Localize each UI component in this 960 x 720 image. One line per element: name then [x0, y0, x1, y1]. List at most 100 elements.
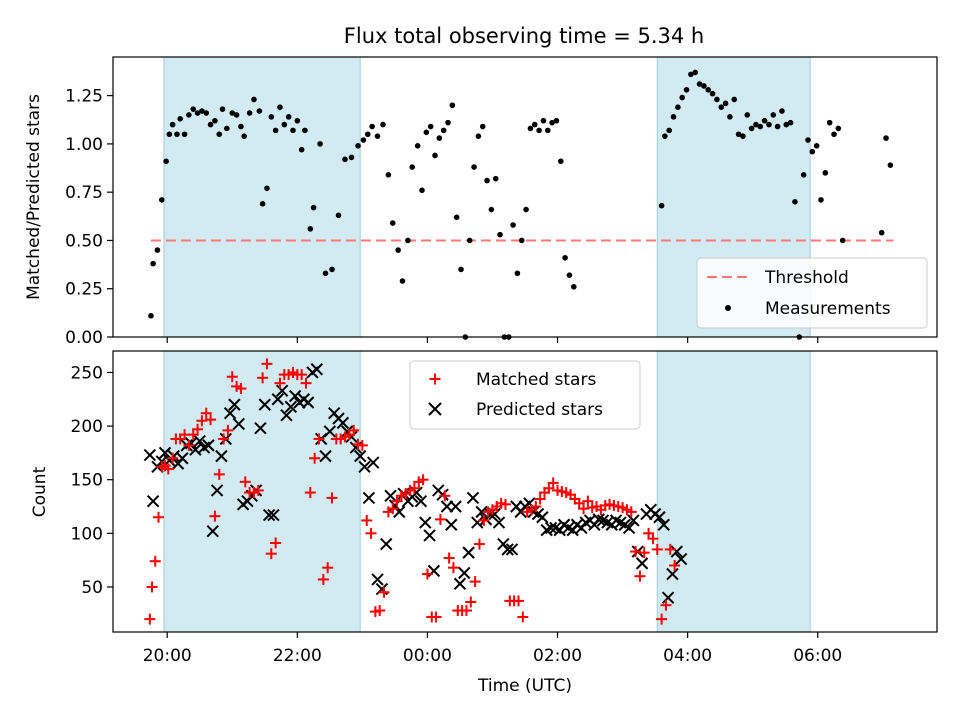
measurement-point	[194, 110, 201, 116]
measurement-point	[259, 200, 266, 207]
measurement-point	[272, 127, 279, 134]
predicted-point	[371, 573, 384, 586]
predicted-point	[262, 508, 276, 522]
measurement-point	[831, 131, 837, 138]
measurement-point	[805, 137, 811, 143]
measurement-point	[405, 237, 411, 244]
measurement-point	[475, 133, 482, 139]
matched-point	[213, 468, 225, 480]
measurement-point	[566, 272, 573, 279]
measurement-point	[557, 158, 564, 165]
matched-point	[146, 581, 158, 593]
matched-point	[261, 358, 273, 370]
measurement-point	[683, 87, 690, 93]
matched-point	[167, 452, 179, 464]
measurement-point	[432, 152, 438, 159]
measurement-point	[348, 154, 355, 161]
matched-point	[265, 548, 277, 560]
top-y-tick-label: 1.00	[65, 135, 103, 155]
measurement-point	[727, 114, 733, 120]
matched-point	[656, 613, 668, 625]
x-tick-label: 20:00	[143, 646, 192, 666]
measurement-point	[181, 131, 188, 138]
measurement-point	[553, 117, 560, 124]
measurement-point	[290, 127, 296, 134]
matched-point	[162, 463, 174, 475]
measurement-point	[835, 125, 842, 132]
matched-point	[235, 383, 247, 395]
predicted-point	[592, 513, 605, 526]
measurement-point	[169, 121, 176, 128]
predicted-point	[202, 439, 215, 452]
measurement-point	[302, 127, 308, 134]
bottom-shaded-bands	[163, 350, 811, 633]
measurement-point	[216, 131, 223, 138]
measurement-point	[150, 260, 156, 267]
predicted-point	[653, 511, 666, 524]
matched-point	[517, 611, 529, 623]
matched-point	[439, 490, 451, 502]
measurement-point	[310, 204, 317, 211]
predicted-point	[301, 396, 315, 409]
measurement-point	[531, 121, 538, 128]
predicted-point	[492, 516, 506, 529]
measurement-point	[549, 119, 555, 126]
predicted-point	[323, 425, 337, 438]
matched-point	[153, 511, 165, 523]
measurement-point	[662, 133, 668, 139]
predicted-point	[206, 524, 219, 538]
measurement-point	[670, 114, 677, 120]
measurement-point	[658, 202, 665, 209]
measurement-point	[154, 247, 161, 253]
measurement-point	[479, 123, 486, 130]
predicted-point	[284, 400, 298, 413]
predicted-point	[661, 591, 675, 604]
x-tick-label: 06:00	[793, 646, 842, 666]
matched-point	[322, 562, 334, 574]
matched-point	[326, 492, 338, 504]
measurement-point	[701, 83, 707, 89]
measurement-point	[203, 110, 210, 116]
measurement-point	[688, 71, 694, 78]
bottom-y-tick-label: 150	[71, 471, 103, 491]
matched-point	[387, 503, 399, 515]
measurement-point	[887, 162, 894, 168]
matched-point	[638, 547, 650, 559]
top-legend: Threshold Measurements	[696, 257, 928, 329]
predicted-point	[271, 393, 285, 406]
measurement-point	[744, 112, 751, 118]
bottom-plot-frame	[112, 350, 938, 633]
matched-point	[434, 513, 446, 525]
measurement-point	[369, 123, 375, 130]
measurement-point	[423, 129, 430, 136]
matched-point	[651, 543, 663, 555]
measurement-point	[335, 212, 342, 219]
measurement-point	[360, 137, 367, 143]
measurement-point	[510, 222, 516, 228]
measurement-point	[177, 115, 184, 122]
predicted-point	[358, 460, 371, 474]
matched-point	[149, 555, 161, 567]
predicted-point	[362, 491, 376, 505]
matched-point	[270, 537, 282, 549]
predicted-point	[232, 417, 245, 431]
measurement-point	[453, 214, 460, 221]
measurement-point	[224, 125, 230, 132]
measurement-point	[166, 131, 173, 138]
measurement-point	[364, 131, 371, 138]
measurement-point	[544, 127, 551, 134]
predicted-point	[215, 449, 228, 463]
predicted-point	[423, 529, 436, 542]
measurement-point	[307, 226, 314, 232]
predicted-point	[666, 567, 679, 581]
predicted-point	[267, 508, 280, 522]
predicted-point	[158, 446, 172, 460]
predicted-point	[319, 449, 332, 463]
matched-point	[664, 543, 676, 555]
measurement-point	[281, 121, 288, 128]
x-tick-label: 00:00	[403, 646, 452, 666]
measurement-point	[395, 247, 401, 253]
matched-point	[669, 560, 681, 572]
predicted-point	[310, 363, 324, 376]
